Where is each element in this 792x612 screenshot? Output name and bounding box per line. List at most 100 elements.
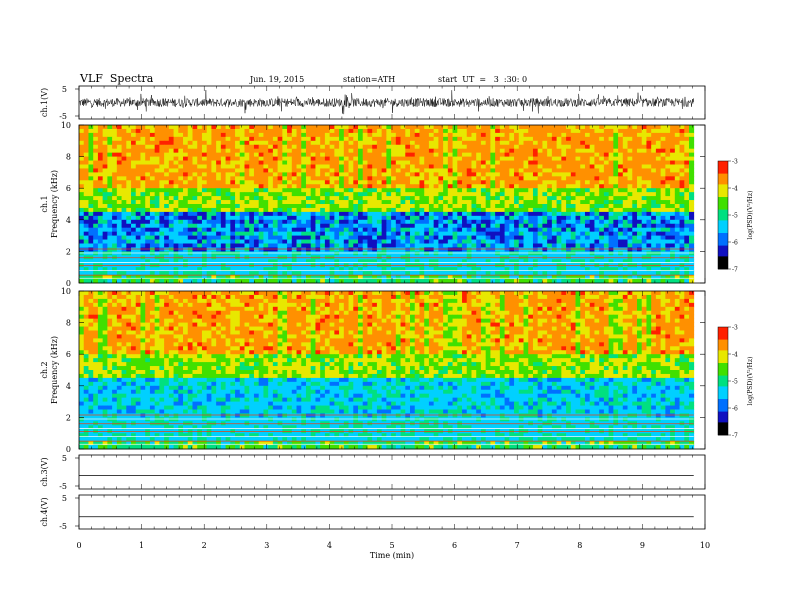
colorbar-step bbox=[718, 265, 728, 268]
colorbar-step bbox=[718, 162, 728, 165]
ch2-spectrogram-ytick-label: 10 bbox=[61, 287, 71, 296]
colorbar-step bbox=[718, 336, 728, 339]
colorbar-step bbox=[718, 188, 728, 191]
colorbar-step bbox=[718, 245, 728, 248]
x-tick-label: 4 bbox=[327, 541, 332, 550]
colorbar-step bbox=[718, 213, 728, 216]
colorbar-step bbox=[718, 415, 728, 418]
start-time-label: start UT = 3 :30: 0 bbox=[438, 75, 528, 84]
ch1-spectrogram-ytick-label: 0 bbox=[66, 279, 71, 288]
ch1-ytick-label: -5 bbox=[59, 112, 67, 121]
colorbar-step bbox=[718, 377, 728, 380]
colorbar-step bbox=[718, 261, 728, 264]
ch3-ytick-label: 5 bbox=[62, 454, 67, 463]
colorbar-step bbox=[718, 350, 728, 353]
ch4-ytick-label: 5 bbox=[62, 494, 67, 503]
colorbar-step bbox=[718, 233, 728, 236]
ch2-spectrogram-ytick-label: 8 bbox=[66, 319, 71, 328]
colorbar-step bbox=[718, 200, 728, 203]
colorbar-step bbox=[718, 164, 728, 167]
ch1-spectrogram-ytick-label: 4 bbox=[66, 216, 71, 225]
x-tick-label: 9 bbox=[640, 541, 645, 550]
colorbar-step bbox=[718, 339, 728, 342]
colorbar-step bbox=[718, 406, 728, 409]
x-tick-label: 3 bbox=[264, 541, 269, 550]
colorbar-step bbox=[718, 220, 728, 223]
colorbar-step bbox=[718, 177, 728, 180]
ch2-spectrogram-colorbar-tick-label: -7 bbox=[732, 433, 738, 440]
x-axis-label: Time (min) bbox=[370, 551, 414, 560]
colorbar-step bbox=[718, 179, 728, 182]
colorbar-step bbox=[718, 198, 728, 201]
colorbar-step bbox=[718, 328, 728, 331]
colorbar-step bbox=[718, 361, 728, 364]
colorbar-step bbox=[718, 224, 728, 227]
colorbar-step bbox=[718, 215, 728, 218]
colorbar-step bbox=[718, 191, 728, 194]
colorbar-step bbox=[718, 182, 728, 185]
ch4-ytick-label: -5 bbox=[59, 522, 67, 531]
colorbar-step bbox=[718, 418, 728, 421]
colorbar-step bbox=[718, 186, 728, 189]
colorbar-step bbox=[718, 368, 728, 371]
colorbar-step bbox=[718, 170, 728, 173]
ch2-spectrogram-ytick-label: 4 bbox=[66, 382, 71, 391]
colorbar-step bbox=[718, 173, 728, 176]
colorbar-step bbox=[718, 171, 728, 174]
colorbar-step bbox=[718, 334, 728, 337]
colorbar-step bbox=[718, 413, 728, 416]
station-label: station=ATH bbox=[343, 75, 396, 84]
colorbar-step bbox=[718, 195, 728, 198]
colorbar-step bbox=[718, 258, 728, 261]
colorbar-step bbox=[718, 189, 728, 192]
colorbar-step bbox=[718, 345, 728, 348]
x-tick-label: 10 bbox=[700, 541, 710, 550]
colorbar-step bbox=[718, 263, 728, 266]
colorbar-step bbox=[718, 391, 728, 394]
colorbar-step bbox=[718, 161, 728, 164]
ch2-spectrogram-colorbar-tick-label: -5 bbox=[732, 379, 738, 386]
ch3-ylabel: ch.3(V) bbox=[40, 457, 49, 486]
ch1-spectrogram-colorbar-tick-label: -3 bbox=[732, 159, 738, 166]
x-tick-label: 5 bbox=[389, 541, 394, 550]
colorbar-step bbox=[718, 427, 728, 430]
colorbar-step bbox=[718, 370, 728, 373]
colorbar-step bbox=[718, 267, 728, 270]
colorbar-step bbox=[718, 254, 728, 257]
ch3-panel-frame bbox=[78, 454, 706, 490]
colorbar-step bbox=[718, 236, 728, 239]
colorbar-step bbox=[718, 168, 728, 171]
colorbar-step bbox=[718, 433, 728, 436]
ch2-spectrogram-channel-label: ch.2 bbox=[40, 361, 49, 378]
colorbar-step bbox=[718, 429, 728, 432]
colorbar-step bbox=[718, 202, 728, 205]
ch1-spectrogram-ytick-label: 8 bbox=[66, 153, 71, 162]
colorbar-step bbox=[718, 388, 728, 391]
colorbar-step bbox=[718, 332, 728, 335]
ch1-spectrogram-channel-label: ch.1 bbox=[40, 195, 49, 212]
colorbar-step bbox=[718, 231, 728, 234]
colorbar-step bbox=[718, 364, 728, 367]
colorbar-step bbox=[718, 197, 728, 200]
colorbar-step bbox=[718, 346, 728, 349]
ch1-spectrogram-colorbar-tick-label: -4 bbox=[732, 186, 738, 193]
ch2-spectrogram-colorbar-tick-label: -6 bbox=[732, 406, 738, 413]
colorbar-step bbox=[718, 216, 728, 219]
colorbar-step bbox=[718, 327, 728, 330]
colorbar-step bbox=[718, 397, 728, 400]
colorbar-step bbox=[718, 256, 728, 259]
x-tick-label: 1 bbox=[139, 541, 144, 550]
colorbar-step bbox=[718, 379, 728, 382]
ch2-spectrogram-colorbar-tick-label: -3 bbox=[732, 325, 738, 332]
colorbar-step bbox=[718, 420, 728, 423]
colorbar-step bbox=[718, 249, 728, 252]
ch2-spectrogram-ylabel: Frequency (kHz) bbox=[50, 336, 59, 404]
ch1-spectrogram-ylabel: Frequency (kHz) bbox=[50, 170, 59, 238]
ch1-spectrogram-colorbar-tick-label: -7 bbox=[732, 267, 738, 274]
colorbar-step bbox=[718, 337, 728, 340]
date-label: Jun. 19, 2015 bbox=[250, 75, 305, 84]
colorbar-step bbox=[718, 375, 728, 378]
colorbar-step bbox=[718, 166, 728, 169]
colorbar-step bbox=[718, 234, 728, 237]
ch2-spectrogram-colorbar-tick-label: -4 bbox=[732, 352, 738, 359]
